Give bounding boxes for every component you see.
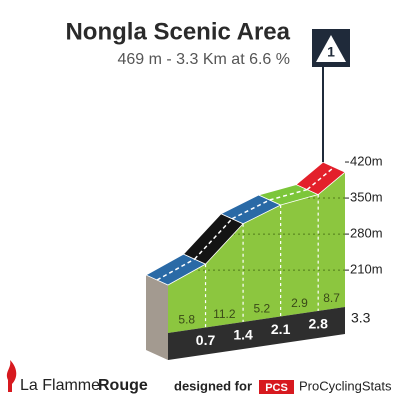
title: Nongla Scenic Area [65,18,290,45]
strip-dash [306,166,335,191]
gradient-label: 5.8 [178,312,195,326]
km-label: 2.8 [308,316,328,332]
km-label: 0.7 [196,332,216,348]
y-tick-label: 350m [350,189,383,204]
gradient-label: 5.2 [254,301,271,315]
side-face [146,275,168,360]
category-badge: 1 [312,29,350,67]
pcs-name: ProCyclingStats [299,378,392,393]
pcs-logo: PCS [265,382,288,394]
gradient-label: 2.9 [291,296,308,310]
brand-light: La Flamme [20,377,100,394]
pcs-box [259,380,294,394]
strip-dash [193,218,233,260]
km-label: 1.4 [233,327,253,343]
y-tick-label: 210m [350,262,383,277]
gradient-label: 11.2 [213,307,236,321]
front-face [168,172,345,333]
badge-label: 1 [327,44,335,60]
badge-triangle [316,35,346,62]
gradient-label: 8.7 [323,291,340,305]
y-tick-label: 280m [350,226,383,241]
km-label: 2.1 [271,321,291,337]
km-label: 3.3 [351,310,371,326]
subtitle: 469 m - 3.3 Km at 6.6 % [117,51,290,68]
y-tick-label: 420m [350,153,383,168]
footer: La Flamme Rouge designed for PCS ProCycl… [6,360,392,394]
designed-for: designed for [174,378,252,393]
flame-icon [6,360,17,392]
strip-dash [156,258,195,281]
brand-bold: Rouge [98,377,148,394]
plot: 210m 280m 350m 420m 5.8 11.2 5.2 2.9 8.7 0.7 1.4 2.… [145,67,383,360]
bottom-strip [168,307,345,360]
